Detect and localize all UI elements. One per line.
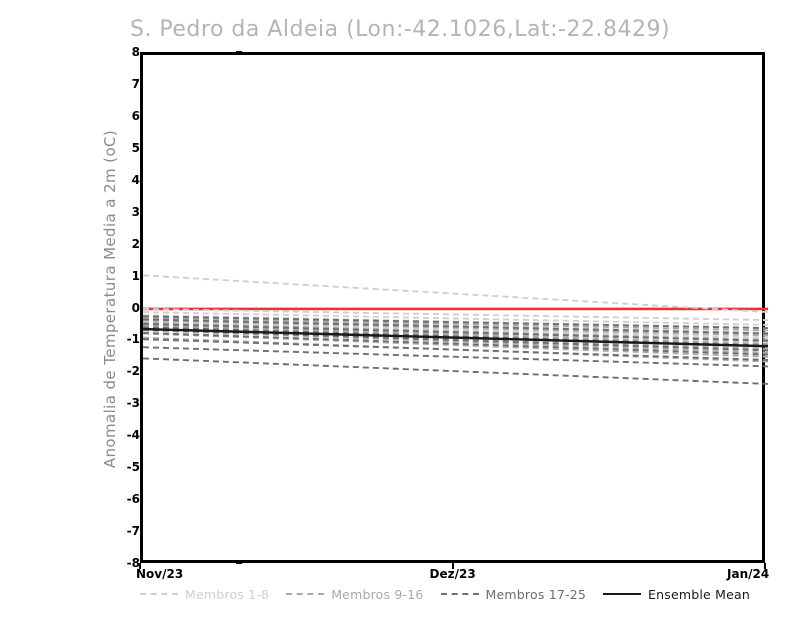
member-line — [143, 321, 768, 341]
y-tick-label: 0 — [131, 300, 140, 315]
x-tick-label: Nov/23 — [136, 567, 184, 581]
y-tick-mark — [236, 562, 242, 564]
y-tick-label: 5 — [131, 140, 140, 155]
member-line — [143, 323, 768, 345]
x-tick-mark — [139, 563, 141, 569]
y-tick-label: -7 — [126, 524, 140, 539]
x-tick-mark — [451, 563, 454, 569]
y-tick-label: 2 — [131, 236, 140, 251]
y-tick-label: 8 — [131, 45, 140, 59]
legend-label: Membros 17-25 — [485, 586, 587, 602]
y-tick-label: -6 — [126, 492, 140, 507]
x-tick-label: Jan/24 — [727, 567, 770, 581]
member-line — [143, 316, 768, 332]
legend-item[interactable]: Membros 17-25 — [440, 586, 587, 602]
x-tick-mark — [764, 563, 766, 569]
y-tick-label: 1 — [131, 268, 140, 283]
y-tick-label: -1 — [126, 332, 140, 347]
y-tick-label: 3 — [131, 204, 140, 219]
member-line — [143, 318, 768, 335]
member-line — [143, 357, 768, 385]
member-line — [143, 331, 768, 356]
y-tick-label: -4 — [126, 428, 140, 443]
legend-label: Membros 9-16 — [331, 586, 424, 602]
legend-label: Membros 1-8 — [185, 586, 270, 602]
legend-label: Ensemble Mean — [648, 586, 750, 602]
y-tick-label: 7 — [131, 76, 140, 91]
member-line — [143, 274, 768, 314]
y-tick-label: 4 — [131, 172, 140, 187]
y-tick-label: -2 — [126, 364, 140, 379]
legend-item[interactable]: Membros 9-16 — [286, 587, 423, 602]
plot-area — [140, 52, 768, 563]
member-line — [143, 307, 768, 322]
legend-swatch-icon — [603, 593, 642, 595]
y-tick-label: -3 — [126, 396, 140, 411]
y-tick-label: -8 — [126, 556, 140, 570]
member-line — [143, 322, 768, 342]
page-title: S. Pedro da Aldeia (Lon:-42.1026,Lat:-22… — [129, 17, 671, 42]
y-tick-label: 6 — [131, 108, 140, 123]
legend-item[interactable]: Membros 1-8 — [140, 587, 269, 602]
member-line — [143, 346, 768, 368]
legend-swatch-icon — [440, 593, 479, 595]
series-canvas — [143, 274, 768, 385]
y-axis-tick-group: 8 7 6 5 4 3 2 1 0 -1 -2 -3 -4 -5 -6 -7 -8 — [96, 45, 242, 570]
x-tick-label: Dez/23 — [429, 567, 476, 581]
member-line — [143, 315, 768, 330]
y-tick-label: -5 — [126, 460, 140, 475]
legend-swatch-icon — [286, 593, 325, 595]
member-line — [143, 338, 768, 361]
legend-swatch-icon — [140, 593, 178, 595]
ensemble-mean-line — [143, 327, 768, 348]
chart-legend: Membros 1-8 Membros 9-16 Membros 17-25 Ense… — [140, 586, 770, 602]
member-line — [143, 328, 768, 352]
legend-item[interactable]: Ensemble Mean — [603, 587, 750, 602]
member-line — [143, 311, 768, 326]
